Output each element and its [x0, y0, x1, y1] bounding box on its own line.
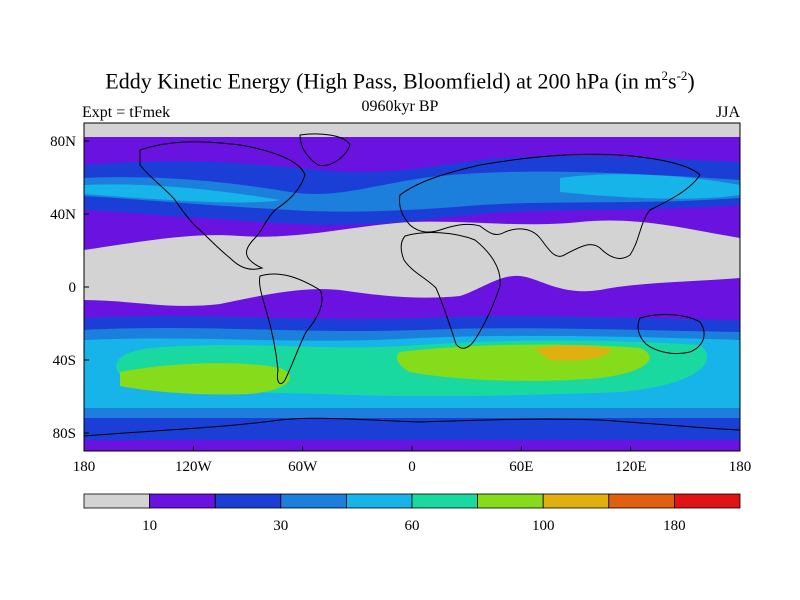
colorbar-label: 60 [405, 518, 420, 534]
lat-tick-label: 80N [50, 134, 76, 150]
greenland-outline [299, 133, 351, 167]
lon-tick-label: 0 [408, 459, 416, 475]
eke-field [84, 123, 740, 451]
colorbar-label: 10 [142, 518, 157, 534]
australia-outline [637, 314, 705, 355]
south-america-outline [259, 273, 323, 385]
lon-tick-label: 120W [175, 459, 213, 475]
africa-outline [400, 232, 501, 349]
time-label: 0960kyr BP [361, 98, 439, 115]
north-america-outline [139, 141, 306, 270]
sh-band-80-110-west [120, 363, 290, 395]
lat-tick-label: 80S [53, 426, 76, 442]
antarctica-outline [84, 417, 740, 437]
lat-tick-label: 40S [53, 353, 76, 369]
colorbar-swatch [674, 493, 741, 509]
colorbar-label: 180 [663, 518, 686, 534]
colorbar-swatch [83, 493, 150, 509]
lon-tick-label: 60E [509, 459, 533, 475]
sh-band-110-150 [535, 345, 612, 361]
colorbar-swatch [477, 493, 544, 509]
colorbar: 10 30 60 100 180 [83, 493, 741, 534]
colorbar-swatch [411, 493, 478, 509]
lat-tick-label: 40N [50, 207, 76, 223]
experiment-label: Expt = tFmek [82, 104, 171, 121]
antarctic-low-band [84, 440, 740, 451]
coastlines [84, 133, 740, 437]
latitude-axis: 80N 40N 0 40S 80S [50, 134, 89, 442]
colorbar-swatch [149, 493, 216, 509]
longitude-axis: 180 120W 60W 0 60E 120E 180 [73, 446, 752, 475]
lat-tick-label: 0 [69, 280, 77, 296]
lon-tick-label: 180 [73, 459, 96, 475]
colorbar-label: 100 [532, 518, 555, 534]
lon-tick-label: 180 [729, 459, 752, 475]
colorbar-swatch [345, 493, 413, 509]
nh-band-45-60-west [84, 184, 280, 203]
colorbar-swatch [608, 493, 675, 509]
colorbar-swatch [214, 493, 282, 509]
colorbar-swatch [542, 493, 610, 509]
lon-tick-label: 60W [288, 459, 318, 475]
arctic-low-band [84, 123, 740, 137]
colorbar-label: 30 [273, 518, 288, 534]
lon-tick-label: 120E [615, 459, 647, 475]
plot-title: Eddy Kinetic Energy (High Pass, Bloomfie… [105, 68, 695, 94]
eurasia-outline [399, 153, 701, 259]
season-label: JJA [715, 104, 740, 121]
nh-band-45-60-east [560, 174, 740, 199]
tropical-low-band [84, 220, 740, 306]
colorbar-swatch [280, 493, 347, 509]
